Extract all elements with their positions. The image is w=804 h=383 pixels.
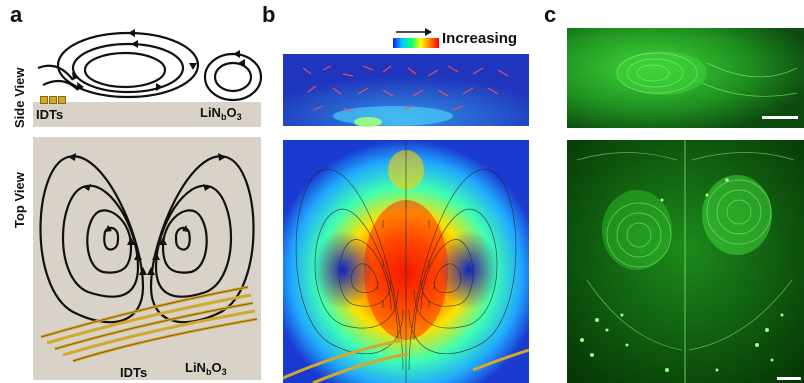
panel-letter-c: c [544, 2, 557, 27]
side-view-label: Side View [12, 67, 27, 128]
idt-electrodes-side [40, 96, 68, 104]
top-view-label: Top View [12, 172, 27, 228]
legend-label: Increasing [442, 30, 518, 47]
top-view-streamlines [39, 153, 258, 363]
substrate-label-top: LiNbO3 [185, 360, 227, 377]
idts-label-side: IDTs [36, 107, 64, 122]
legend-arrow-icon [396, 28, 432, 36]
side-view-streamlines [37, 29, 263, 102]
legend-colorbar [393, 38, 439, 48]
top-view-fluorescence-image [567, 140, 804, 383]
panel-letter-a: a [10, 2, 23, 27]
side-view-fluorescence-image [567, 28, 804, 128]
top-view-substrate [33, 137, 261, 380]
side-view-substrate [33, 102, 261, 127]
idts-label-top: IDTs [120, 365, 148, 380]
substrate-label-side: LiNbO3 [200, 105, 242, 122]
top-view-velocity-heatmap [282, 140, 530, 383]
side-view-velocity-heatmap [283, 54, 529, 127]
panel-letter-b: b [262, 2, 276, 27]
